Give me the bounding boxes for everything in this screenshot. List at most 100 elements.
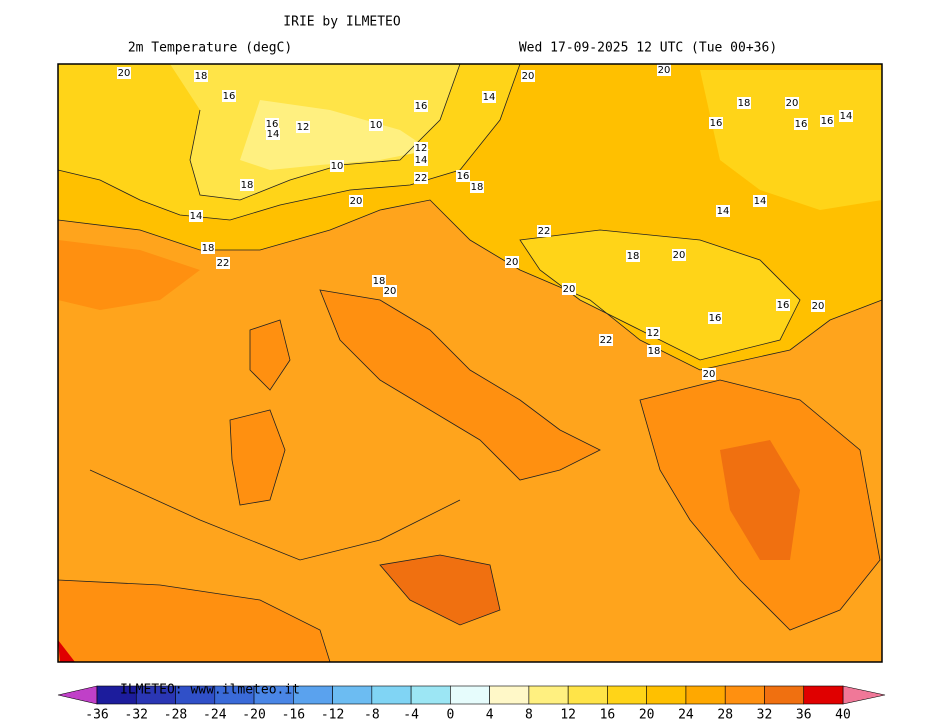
- contour-label: 12: [297, 122, 310, 133]
- contour-label-box: [216, 257, 230, 269]
- colorbar-swatch: [450, 685, 490, 705]
- zone-28-west: [58, 240, 200, 310]
- contour-label-box: [839, 110, 853, 122]
- contour-label: 16: [821, 116, 834, 127]
- contour-label: 22: [538, 226, 551, 237]
- contour-label-box: [776, 299, 790, 311]
- contour-label-box: [414, 154, 428, 166]
- colorbar-swatch: [371, 685, 412, 705]
- contour-label: 16: [415, 101, 428, 112]
- contour-label: 14: [483, 92, 496, 103]
- contour-label: 20: [118, 68, 131, 79]
- colorbar-tick-label: 28: [717, 708, 733, 723]
- zone-36: [58, 640, 75, 662]
- contour-label: 16: [710, 118, 723, 129]
- zone-32-sicily: [380, 555, 500, 625]
- contour-label: 14: [190, 211, 203, 222]
- contour-label-box: [521, 70, 535, 82]
- contour-label: 12: [647, 328, 660, 339]
- contour-label-box: [562, 283, 576, 295]
- contour-label-box: [470, 181, 484, 193]
- zone-16-east: [520, 230, 800, 360]
- colorbar-tick-label: 32: [757, 708, 773, 723]
- contour-label-box: [369, 119, 383, 131]
- colorbar-tick-label: 40: [835, 708, 851, 723]
- contour-label: 16: [266, 119, 279, 130]
- contour-label-box: [708, 312, 722, 324]
- colorbar-swatch: [332, 685, 373, 705]
- zone-28-corsica: [250, 320, 290, 390]
- colorbar-tick-label: -36: [85, 708, 108, 723]
- contour-label-box: [265, 118, 279, 130]
- colorbar-swatch: [567, 685, 608, 705]
- contour-label: 18: [202, 243, 215, 254]
- contour-label: 16: [795, 119, 808, 130]
- contour-label: 16: [223, 91, 236, 102]
- contour-label: 12: [415, 143, 428, 154]
- contour-label-box: [794, 118, 808, 130]
- contour-label-box: [753, 195, 767, 207]
- contour-label: 20: [786, 98, 799, 109]
- contour-label-box: [189, 210, 203, 222]
- contour-label-box: [702, 368, 716, 380]
- contour-label: 22: [415, 173, 428, 184]
- colorbar-tick-label: 0: [446, 708, 454, 723]
- contour-label-box: [266, 128, 280, 140]
- zone-28-sardinia: [230, 410, 285, 505]
- zone-32-greece: [720, 440, 800, 560]
- colorbar-swatch: [724, 685, 765, 705]
- contour-label: 18: [373, 276, 386, 287]
- colorbar-tick-label: -24: [203, 708, 227, 723]
- contour-label-box: [383, 285, 397, 297]
- colorbar-tick-label: 24: [678, 708, 694, 723]
- colorbar-tick-label: -4: [403, 708, 419, 723]
- colorbar-swatch: [803, 685, 844, 705]
- contour-label-box: [456, 170, 470, 182]
- contour-label: 16: [709, 313, 722, 324]
- contour-label-box: [647, 345, 661, 357]
- colorbar-tick-label: 16: [600, 708, 616, 723]
- contour-label-box: [811, 300, 825, 312]
- contour-label: 22: [600, 335, 613, 346]
- contour-label: 16: [457, 171, 470, 182]
- colorbar-swatch: [528, 685, 569, 705]
- contour-label: 18: [241, 180, 254, 191]
- contour-label-box: [222, 90, 236, 102]
- contour-label-box: [296, 121, 310, 133]
- contour-label: 22: [217, 258, 230, 269]
- watermark: ILMETEO: www.ilmeteo.it: [120, 683, 300, 698]
- contour-label: 20: [384, 286, 397, 297]
- colorbar-tick-label: -12: [321, 708, 344, 723]
- contour-label-box: [505, 256, 519, 268]
- colorbar-swatch: [489, 685, 530, 705]
- map-frame: [57, 63, 883, 663]
- contour-label: 18: [627, 251, 640, 262]
- contour-label: 20: [350, 196, 363, 207]
- contour-label-box: [737, 97, 751, 109]
- colorbar-tick-label: 8: [525, 708, 533, 723]
- contour-label-box: [672, 249, 686, 261]
- colorbar-swatch: [646, 685, 687, 705]
- colorbar-tick-label: -16: [282, 708, 305, 723]
- contour-label: 20: [658, 65, 671, 76]
- contour-label: 20: [812, 301, 825, 312]
- contour-label: 14: [754, 196, 767, 207]
- contour-label: 10: [331, 161, 344, 172]
- contour-label: 18: [648, 346, 661, 357]
- contour-label-box: [626, 250, 640, 262]
- colorbar-tick-label: -8: [364, 708, 380, 723]
- colorbar-swatch: [685, 685, 726, 705]
- colorbar-tick-label: 20: [639, 708, 655, 723]
- contour-label-box: [820, 115, 834, 127]
- contour-label-box: [201, 242, 215, 254]
- contour-label-box: [785, 97, 799, 109]
- contour-label-box: [240, 179, 254, 191]
- contour-label: 10: [370, 120, 383, 131]
- colorbar-tick-label: 12: [560, 708, 576, 723]
- contour-label: 18: [195, 71, 208, 82]
- zone-8: [240, 100, 430, 170]
- colorbar-swatch: [607, 685, 647, 705]
- contour-label-box: [482, 91, 496, 103]
